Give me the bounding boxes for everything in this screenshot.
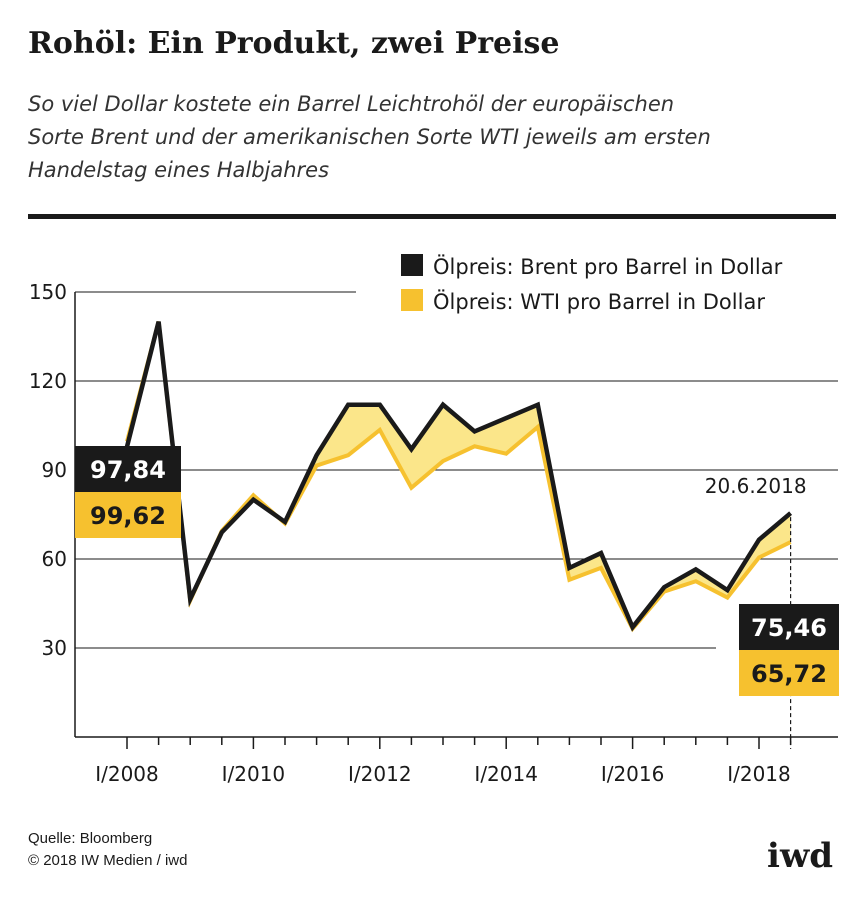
wti-end-value-box — [739, 650, 839, 696]
x-tick-label: I/2018 — [727, 762, 791, 786]
x-tick-label: I/2008 — [95, 762, 159, 786]
wti-end-value-label: 65,72 — [751, 660, 827, 688]
source-note: Quelle: Bloomberg — [28, 830, 153, 847]
title-rule — [28, 214, 836, 219]
y-tick-label: 30 — [42, 636, 67, 660]
end-date-label: 20.6.2018 — [705, 474, 807, 498]
subtitle-line: So viel Dollar kostete ein Barrel Leicht… — [28, 92, 675, 116]
x-tick-label: I/2012 — [348, 762, 412, 786]
y-tick-label: 90 — [42, 458, 67, 482]
legend-label-brent: Ölpreis: Brent pro Barrel in Dollar — [433, 254, 783, 279]
subtitle-line: Sorte Brent und der amerikanischen Sorte… — [28, 125, 711, 149]
legend-label-wti: Ölpreis: WTI pro Barrel in Dollar — [433, 289, 765, 314]
brent-start-value-box — [75, 446, 181, 492]
chart-subtitle: So viel Dollar kostete ein Barrel Leicht… — [28, 88, 828, 187]
subtitle-line: Handelstag eines Halbjahres — [28, 158, 330, 182]
brent-end-value-box — [739, 604, 839, 650]
x-tick-label: I/2014 — [474, 762, 538, 786]
footer: Quelle: Bloomberg © 2018 IW Medien / iwd — [28, 828, 187, 872]
wti-line — [125, 321, 792, 633]
y-tick-label: 120 — [29, 369, 67, 393]
iwd-logo: iwd — [767, 836, 833, 876]
copyright-note: © 2018 IW Medien / iwd — [28, 852, 188, 869]
legend-swatch-brent — [401, 254, 423, 276]
brent-start-value-label: 97,84 — [90, 456, 166, 484]
y-tick-label: 60 — [42, 547, 67, 571]
brent-end-value-label: 75,46 — [751, 614, 827, 642]
legend-swatch-wti — [401, 289, 423, 311]
chart-title: Rohöl: Ein Produkt, zwei Preise — [28, 26, 560, 61]
wti-start-value-label: 99,62 — [90, 502, 166, 530]
brent-line — [124, 321, 793, 632]
wti-start-value-box — [75, 492, 181, 538]
y-tick-label: 150 — [29, 280, 67, 304]
x-tick-label: I/2010 — [222, 762, 286, 786]
x-tick-label: I/2016 — [601, 762, 665, 786]
